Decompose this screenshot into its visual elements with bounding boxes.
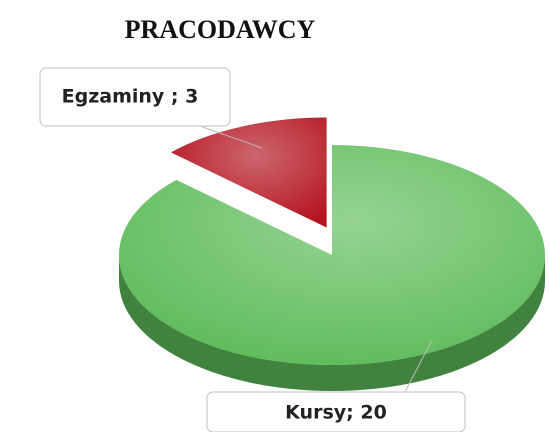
data-label: Egzaminy ; 3 [62,86,199,108]
label-box [206,391,466,432]
data-label: Kursy; 20 [285,402,387,424]
slice [170,117,327,228]
slice-shine [170,117,327,228]
slice-side [119,255,545,391]
label-box [39,67,231,127]
labels: Kursy; 20 Egzaminy ; 3 [39,67,466,432]
pie [119,117,546,391]
slice [119,145,546,391]
callout-line [404,339,433,393]
chart-title: PRACODAWCY [125,15,316,44]
callout-line [199,125,263,149]
slice-shine [119,145,546,365]
slice-side-shade [119,255,545,391]
